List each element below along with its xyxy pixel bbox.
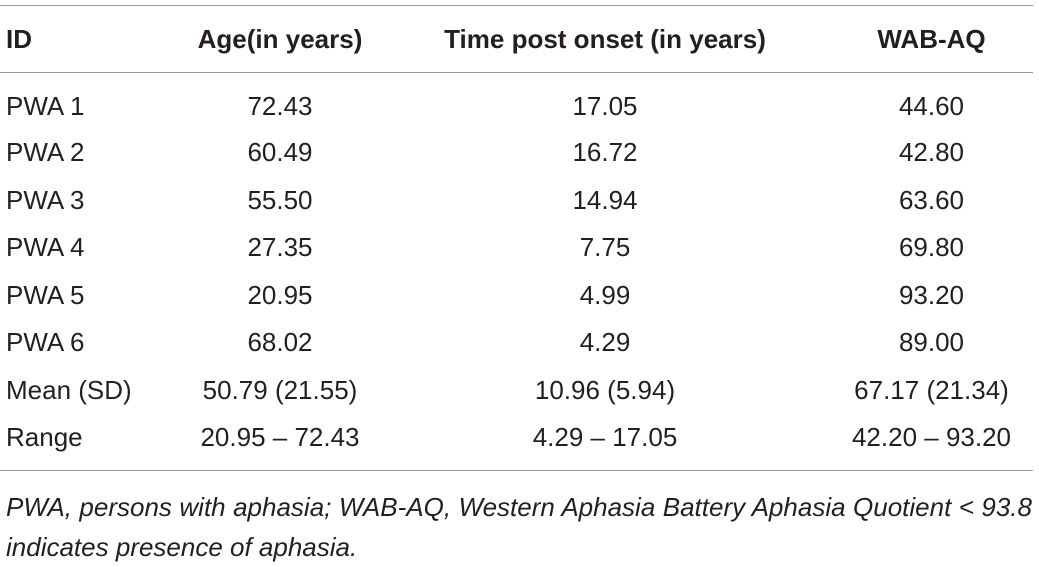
table-row: PWA 4 27.35 7.75 69.80: [0, 224, 1033, 272]
header-wab-aq: WAB-AQ: [877, 23, 986, 54]
cell-id: PWA 5: [6, 279, 85, 310]
cell-age: 68.02: [247, 327, 313, 358]
table-body: PWA 1 72.43 17.05 44.60 PWA 2 60.49 16.7…: [0, 73, 1033, 470]
cell-wab-aq: 42.80: [898, 137, 965, 168]
cell-time-post-onset: 4.29: [579, 327, 631, 358]
cell-time-post-onset: 4.29 – 17.05: [532, 422, 678, 453]
participant-table-container: ID Age(in years) Time post onset (in yea…: [0, 5, 1033, 471]
cell-age: 72.43: [247, 90, 313, 121]
cell-age: 60.49: [247, 137, 313, 168]
cell-wab-aq: 63.60: [898, 184, 965, 215]
cell-id: PWA 1: [6, 90, 85, 121]
cell-id: PWA 3: [6, 184, 85, 215]
table-row: PWA 2 60.49 16.72 42.80: [0, 129, 1033, 177]
table-footnote: PWA, persons with aphasia; WAB-AQ, Weste…: [6, 492, 1032, 562]
cell-time-post-onset: 7.75: [579, 232, 631, 263]
cell-age: 50.79 (21.55): [202, 374, 358, 405]
cell-id: PWA 6: [6, 327, 85, 358]
cell-wab-aq: 93.20: [898, 279, 965, 310]
cell-time-post-onset: 16.72: [572, 137, 638, 168]
header-time-post-onset: Time post onset (in years): [444, 23, 766, 54]
table-row: PWA 5 20.95 4.99 93.20: [0, 272, 1033, 320]
cell-age: 55.50: [247, 184, 313, 215]
cell-time-post-onset: 4.99: [579, 279, 631, 310]
summary-row-mean: Mean (SD) 50.79 (21.55) 10.96 (5.94) 67.…: [0, 367, 1033, 415]
cell-age: 20.95 – 72.43: [200, 422, 360, 453]
header-row: ID Age(in years) Time post onset (in yea…: [0, 5, 1033, 73]
cell-id: PWA 4: [6, 232, 85, 263]
table-header: ID Age(in years) Time post onset (in yea…: [0, 5, 1033, 73]
cell-id: Range: [6, 422, 83, 453]
header-age: Age(in years): [197, 23, 363, 54]
summary-row-range: Range 20.95 – 72.43 4.29 – 17.05 42.20 –…: [0, 414, 1033, 470]
cell-id: Mean (SD): [6, 374, 132, 405]
table-row: PWA 6 68.02 4.29 89.00: [0, 319, 1033, 367]
cell-wab-aq: 89.00: [898, 327, 965, 358]
cell-id: PWA 2: [6, 137, 85, 168]
cell-time-post-onset: 10.96 (5.94): [534, 374, 676, 405]
table-row: PWA 3 55.50 14.94 63.60: [0, 177, 1033, 225]
cell-age: 20.95: [247, 279, 313, 310]
cell-time-post-onset: 14.94: [572, 184, 638, 215]
cell-wab-aq: 69.80: [898, 232, 965, 263]
header-id: ID: [6, 23, 32, 54]
participant-table: ID Age(in years) Time post onset (in yea…: [0, 5, 1033, 471]
table-row: PWA 1 72.43 17.05 44.60: [0, 73, 1033, 130]
cell-wab-aq: 44.60: [898, 90, 965, 121]
cell-time-post-onset: 17.05: [572, 90, 638, 121]
cell-wab-aq: 67.17 (21.34): [854, 374, 1009, 405]
cell-age: 27.35: [247, 232, 313, 263]
cell-wab-aq: 42.20 – 93.20: [851, 422, 1012, 453]
